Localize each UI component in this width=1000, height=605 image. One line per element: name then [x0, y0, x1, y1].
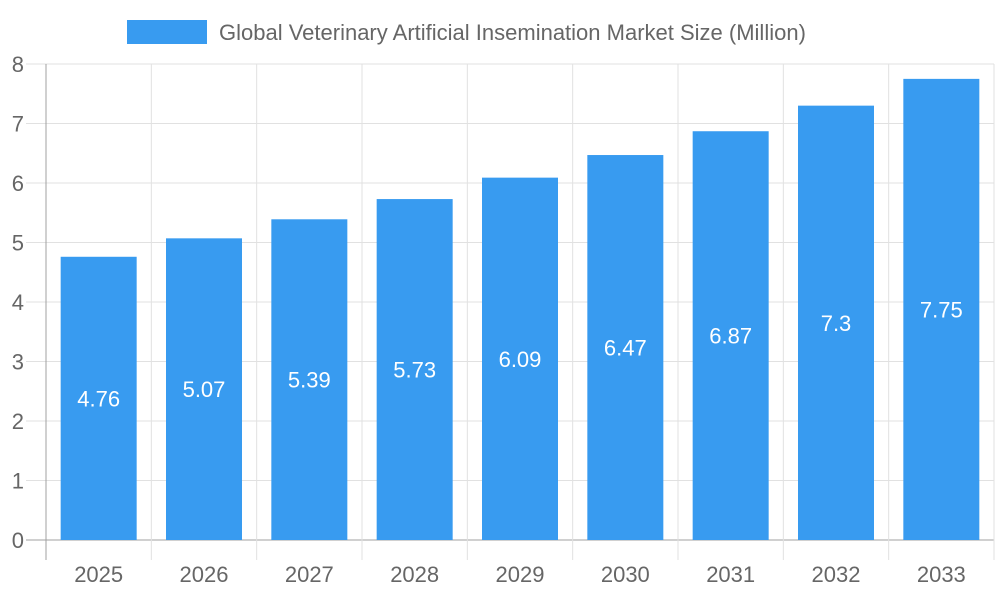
x-tick-label: 2028 [390, 562, 439, 587]
data-label: 5.39 [288, 368, 331, 393]
y-tick-label: 4 [12, 290, 24, 315]
bar-2029 [482, 177, 558, 540]
bar-2027 [271, 219, 348, 541]
x-tick-label: 2029 [496, 562, 545, 587]
bar-2032 [798, 105, 874, 541]
data-label: 7.75 [920, 297, 963, 322]
y-tick-label: 0 [12, 528, 24, 553]
x-tick-label: 2025 [74, 562, 123, 587]
y-tick-label: 2 [12, 409, 24, 434]
legend-swatch [127, 20, 207, 44]
x-tick-label: 2033 [917, 562, 966, 587]
bar-2026 [166, 238, 242, 540]
data-label: 5.73 [393, 358, 436, 383]
x-tick-label: 2026 [180, 562, 229, 587]
bar-2031 [692, 131, 769, 541]
bar-2025 [60, 256, 137, 540]
data-label: 4.76 [77, 386, 120, 411]
bar-2033 [903, 78, 980, 540]
data-label: 6.87 [709, 324, 752, 349]
bar-2030 [587, 155, 664, 540]
x-tick-label: 2032 [812, 562, 861, 587]
data-label: 6.09 [499, 347, 542, 372]
y-tick-label: 6 [12, 171, 24, 196]
bars: 4.76 5.07 5.39 5.73 6.09 6.47 6.87 7.3 7.75 [60, 78, 980, 541]
x-tick-label: 2027 [285, 562, 334, 587]
y-tick-label: 7 [12, 112, 24, 137]
y-tick-label: 5 [12, 231, 24, 256]
legend[interactable]: Global Veterinary Artificial Inseminatio… [127, 20, 806, 45]
y-tick-label: 8 [12, 52, 24, 77]
legend-label: Global Veterinary Artificial Inseminatio… [219, 20, 806, 45]
data-label: 5.07 [183, 377, 226, 402]
x-tick-label: 2030 [601, 562, 650, 587]
y-tick-label: 3 [12, 350, 24, 375]
x-tick-label: 2031 [706, 562, 755, 587]
data-label: 7.3 [821, 311, 852, 336]
data-label: 6.47 [604, 336, 647, 361]
y-tick-label: 1 [12, 469, 24, 494]
ticks: 0 1 2 3 4 5 6 7 8 2025 2026 2027 2028 2029 2030 2031 203… [12, 52, 966, 587]
bar-2028 [376, 199, 453, 540]
